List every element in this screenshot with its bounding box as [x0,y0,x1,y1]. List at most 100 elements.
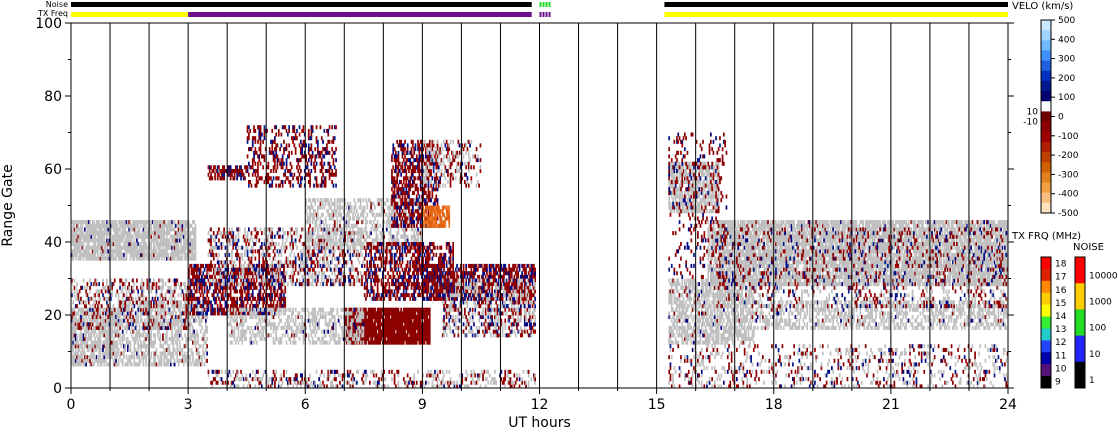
scatter-cell [142,329,145,334]
scatter-cell [111,289,113,294]
scatter-cell [167,256,169,261]
scatter-cell [268,242,271,247]
scatter-cell [78,355,81,360]
scatter-cell [164,362,167,367]
scatter-cell [292,176,294,181]
scatter-cell [150,336,153,341]
scatter-cell [120,358,123,363]
scatter-cell [254,304,257,309]
scatter-cell [184,285,186,290]
scatter-cell [116,311,119,316]
txfreq-bar-label: TX Freq [37,9,68,18]
scatter-cell [97,252,99,257]
scatter-cell [154,227,156,232]
scatter-cell [271,271,274,276]
scatter-cell [294,150,297,155]
scatter-cell [235,263,237,268]
scatter-cell [81,325,84,330]
scatter-cell [229,242,232,247]
scatter-cell [214,289,216,294]
scatter-cell [330,231,332,236]
scatter-cell [127,362,129,367]
scatter-cell [156,234,159,239]
scatter-cell [179,333,181,338]
scatter-cell [248,132,250,137]
scatter-cell [277,132,280,137]
scatter-cell [333,198,336,203]
scatter-cell [180,234,182,239]
scatter-cell [320,169,323,174]
scatter-cell [81,333,84,338]
scatter-cell [80,351,82,356]
scatter-cell [180,231,182,236]
scatter-cell [266,260,268,265]
scatter-cell [173,223,176,228]
scatter-cell [87,347,90,352]
scatter-cell [307,132,310,137]
scatter-cell [97,249,99,254]
scatter-cell [111,322,113,327]
scatter-cell [359,205,362,210]
scatter-cell [305,220,307,225]
scatter-cell [117,252,120,257]
scatter-cell [99,256,102,261]
scatter-cell [72,329,74,334]
scatter-cell [107,315,110,320]
scatter-cell [320,227,323,232]
scatter-cell [133,289,136,294]
scatter-cell [110,231,112,236]
scatter-cell [97,344,99,349]
scatter-cell [333,242,336,247]
scatter-cell [385,212,388,217]
scatter-cell [354,242,357,247]
scatter-cell [280,274,283,279]
scatter-cell [354,212,357,217]
scatter-cell [155,220,158,225]
scatter-cell [205,329,207,334]
scatter-cell [306,231,309,236]
scatter-cell [110,220,112,225]
scatter-cell [192,293,194,298]
scatter-cell [293,271,296,276]
scatter-cell [222,242,224,247]
scatter-cell [210,234,212,239]
scatter-cell [119,242,121,247]
scatter-cell [173,315,176,320]
scatter-cell [254,249,257,254]
scatter-cell [173,333,176,338]
scatter-cell [305,209,307,214]
scatter-cell [268,293,271,298]
scatter-cell [220,271,223,276]
scatter-cell [150,252,153,257]
scatter-cell [322,260,324,265]
scatter-cell [201,362,203,367]
scatter-cell [138,355,141,360]
scatter-cell [90,231,93,236]
scatter-cell [339,227,341,232]
scatter-cell [218,263,220,268]
scatter-cell [134,245,137,250]
scatter-cell [255,304,258,309]
scatter-cell [314,147,317,152]
scatter-cell [361,212,363,217]
scatter-cell [185,336,188,341]
scatter-cell [323,227,326,232]
scatter-cell [136,355,138,360]
scatter-cell [359,212,362,217]
scatter-cell [322,165,324,170]
scatter-cell [324,147,327,152]
scatter-cell [349,234,352,239]
scatter-cell [172,256,175,261]
scatter-cell [357,198,359,203]
scatter-cell [374,216,376,221]
scatter-cell [93,293,95,298]
scatter-cell [244,278,246,283]
scatter-cell [263,300,266,305]
scatter-cell [185,293,188,298]
scatter-cell [301,260,303,265]
scatter-cell [194,307,197,312]
scatter-cell [263,307,266,312]
scatter-cell [359,249,362,254]
scatter-cell [98,325,100,330]
scatter-cell [189,278,192,283]
